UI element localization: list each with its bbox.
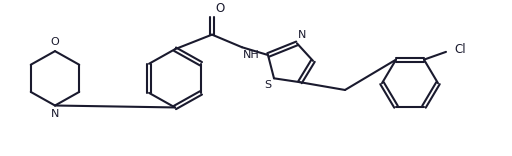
Text: S: S [264,80,271,90]
Text: N: N [298,30,306,40]
Text: N: N [51,109,59,119]
Text: O: O [215,2,224,15]
Text: Cl: Cl [454,43,465,56]
Text: NH: NH [243,50,260,60]
Text: O: O [51,37,59,47]
